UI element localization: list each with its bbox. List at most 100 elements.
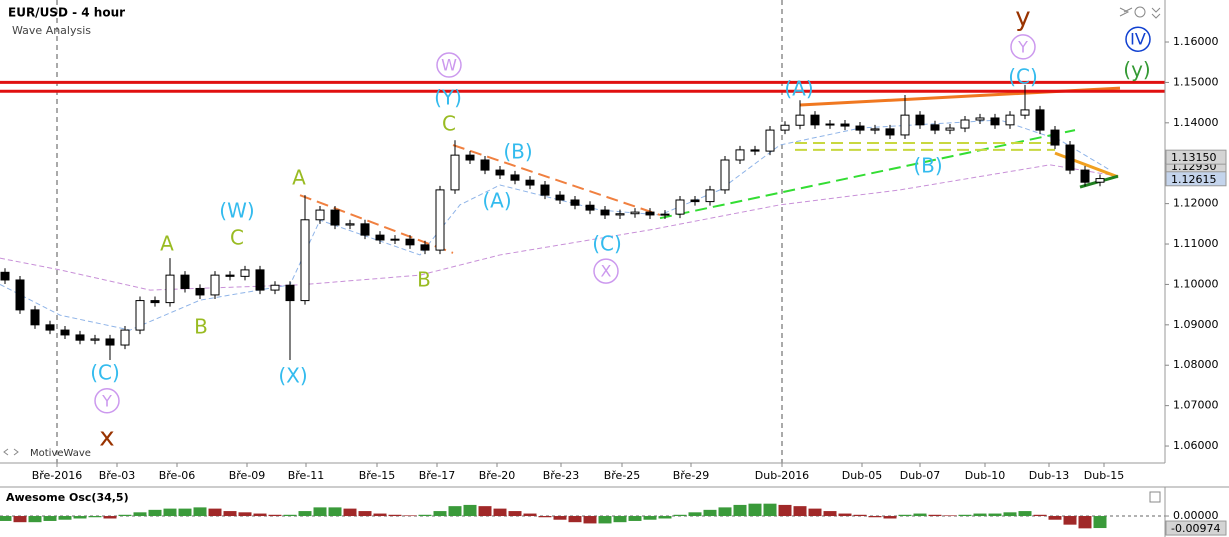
oscillator-bar [838, 513, 852, 517]
oscillator-bar [1048, 516, 1062, 520]
oscillator-bar [913, 513, 927, 517]
wave-circle [436, 52, 462, 78]
candle-body [855, 125, 865, 131]
indicator-line [299, 194, 454, 254]
wave-label: (Y) [434, 86, 462, 110]
oscillator-bar [943, 515, 957, 517]
oscillator-bar [148, 509, 162, 517]
candle-body [540, 184, 550, 196]
wave-label: W [441, 56, 457, 75]
wave-circle [94, 388, 120, 414]
candle-body [675, 199, 685, 215]
x-tick-label: Dub-15 [1084, 469, 1124, 482]
y-tick-label: 0.00000 [1173, 509, 1219, 522]
candle-body [1080, 169, 1090, 183]
oscillator-bar [13, 516, 27, 523]
oscillator-bar [1063, 516, 1077, 525]
wave-label: (C) [90, 360, 120, 384]
candle-body [165, 274, 175, 304]
wave-label: C [230, 225, 244, 249]
scroll-arrows[interactable] [3, 448, 19, 456]
candle-body [60, 329, 70, 336]
oscillator-bar [58, 516, 72, 520]
candle-body [210, 274, 220, 296]
x-tick-label: Bře-23 [543, 469, 580, 482]
oscillator-bar [433, 511, 447, 517]
candle-body [300, 219, 310, 302]
candle-body [240, 269, 250, 277]
oscillator-bar [508, 511, 522, 517]
oscillator-bar [28, 516, 42, 523]
oscillator-bar [403, 515, 417, 517]
indicator-line [452, 144, 661, 216]
wave-label: IV [1130, 30, 1146, 49]
candle-body [915, 114, 925, 126]
nav-button[interactable] [1151, 7, 1161, 19]
candle-body [930, 124, 940, 131]
candle-body [615, 213, 625, 216]
indicator-line [0, 164, 1111, 291]
candle-body [705, 189, 715, 203]
oscillator-bar [418, 514, 432, 517]
indicator-line [0, 119, 1111, 331]
oscillator-bar [823, 511, 837, 517]
candle-body [390, 238, 400, 241]
oscillator-bar [1078, 516, 1092, 529]
indicator-line [659, 129, 1076, 220]
candle-body [840, 123, 850, 127]
candle-body [315, 209, 325, 221]
x-tick-label: Bře-29 [673, 469, 710, 482]
oscillator-bar [343, 508, 357, 517]
oscillator-bar [118, 514, 132, 517]
candle-body [645, 211, 655, 216]
price-tag-label: 1.13150 [1171, 151, 1217, 164]
wave-circle [1010, 34, 1036, 60]
candle-body [330, 209, 340, 226]
oscillator-bar [493, 508, 507, 517]
x-tick-label: Bře-17 [419, 469, 456, 482]
price-tag [1165, 149, 1227, 165]
oscillator-bar [358, 511, 372, 517]
oscillator-bar [103, 516, 117, 519]
candle-body [1020, 109, 1030, 116]
oscillator-bar [193, 507, 207, 517]
candle-body [720, 159, 730, 191]
oscillator-bar [553, 516, 567, 520]
candle-body [105, 338, 115, 346]
oscillator-panel [0, 503, 1165, 529]
close-button[interactable] [1149, 491, 1161, 503]
candle-body [375, 234, 385, 241]
candle-body [825, 123, 835, 126]
x-tick-label: Dub-05 [842, 469, 882, 482]
candle-body [225, 274, 235, 277]
candle-body [0, 271, 10, 281]
wave-label: X [601, 262, 612, 281]
price-panel: (C)YxAB(W)CA(X)BW(Y)C(B)(A)(C)X(A)(B)(C)… [0, 0, 1165, 463]
candle-body [810, 114, 820, 126]
nav-button[interactable] [1134, 6, 1146, 18]
oscillator-bar [718, 507, 732, 517]
candle-body [975, 117, 985, 121]
wave-circle [1125, 26, 1151, 52]
wave-label: (B) [913, 154, 942, 178]
oscillator-bar [808, 508, 822, 517]
nav-buttons[interactable] [1119, 6, 1161, 503]
wave-label: (A) [482, 189, 511, 213]
candle-body [555, 194, 565, 201]
candle-body [75, 334, 85, 341]
oscillator-bar [778, 504, 792, 517]
oscillator-bar [538, 516, 552, 518]
wave-label: (C) [592, 232, 622, 256]
candle-body [585, 204, 595, 211]
oscillator-bar [748, 503, 762, 517]
nav-button[interactable] [1119, 7, 1133, 17]
oscillator-bar [178, 508, 192, 517]
oscillator-bar [973, 513, 987, 517]
oscillator-bar [0, 516, 12, 521]
wave-label: (A) [784, 76, 813, 100]
wave-label: B [417, 267, 431, 291]
candle-body [600, 209, 610, 216]
candle-body [945, 127, 955, 131]
candle-body [765, 129, 775, 152]
y-tick-label: 1.07000 [1173, 399, 1219, 412]
